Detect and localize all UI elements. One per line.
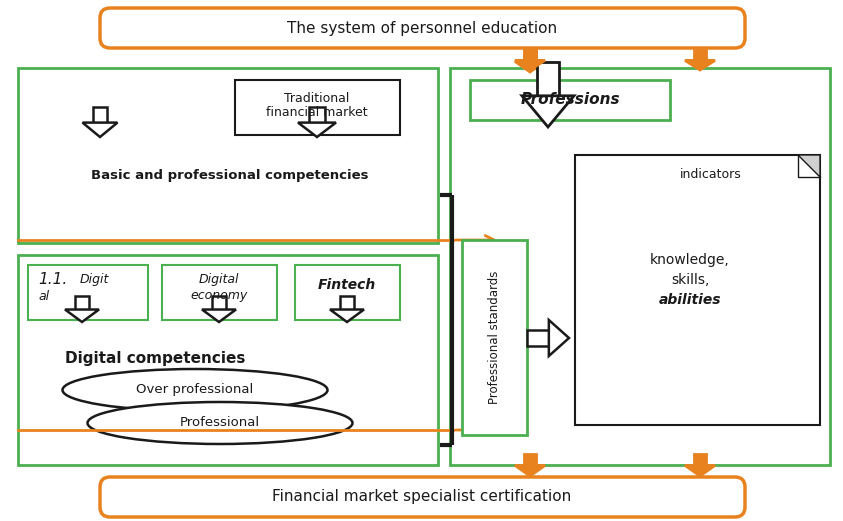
Bar [462,240,527,435]
Text: The system of personnel education: The system of personnel education [287,20,557,35]
Bar [75,296,89,309]
Text: Digital: Digital [199,274,239,287]
Text: Digit: Digit [80,274,110,287]
Bar [18,255,438,465]
Polygon shape [83,122,117,137]
Text: Traditional: Traditional [284,92,350,105]
Bar [235,80,400,135]
FancyBboxPatch shape [100,8,745,48]
Text: Over professional: Over professional [137,383,254,396]
Polygon shape [685,465,715,476]
Bar [694,50,706,60]
Text: Fintech: Fintech [318,278,376,292]
Text: skills,: skills, [671,273,709,287]
Bar [162,265,277,320]
Bar [28,265,148,320]
Ellipse shape [62,369,327,411]
Text: abilities: abilities [658,293,722,307]
Polygon shape [549,320,569,356]
Bar [537,62,559,96]
Bar [340,296,354,309]
Polygon shape [798,155,820,177]
Text: knowledge,: knowledge, [650,253,730,267]
Bar [470,80,670,120]
Text: 1.1.: 1.1. [38,272,67,288]
Text: Professional standards: Professional standards [487,270,501,404]
Text: Professional: Professional [180,416,260,429]
Text: Basic and professional competencies: Basic and professional competencies [91,169,368,182]
Bar [524,50,536,61]
Polygon shape [515,60,545,70]
Bar [212,296,226,309]
FancyBboxPatch shape [100,477,745,517]
Polygon shape [515,465,545,476]
Text: al: al [38,291,49,304]
Ellipse shape [88,402,352,444]
Polygon shape [330,309,364,322]
Text: indicators: indicators [680,168,742,181]
Bar [527,330,549,345]
Bar [93,107,107,122]
Polygon shape [202,309,236,322]
Polygon shape [65,309,99,322]
Text: Professions: Professions [520,93,620,107]
Bar [309,107,325,122]
Polygon shape [522,96,574,127]
Bar [524,50,536,60]
Text: economy: economy [191,289,248,302]
Bar [575,155,820,425]
Text: Digital competencies: Digital competencies [65,351,245,366]
Polygon shape [685,60,715,70]
Bar [524,454,536,465]
Text: Financial market specialist certification: Financial market specialist certificatio… [272,490,572,504]
Bar [694,454,706,465]
Bar [450,68,830,465]
Bar [18,68,438,243]
Text: financial market: financial market [266,106,368,119]
Polygon shape [515,61,545,72]
Polygon shape [298,122,336,137]
Bar [295,265,400,320]
